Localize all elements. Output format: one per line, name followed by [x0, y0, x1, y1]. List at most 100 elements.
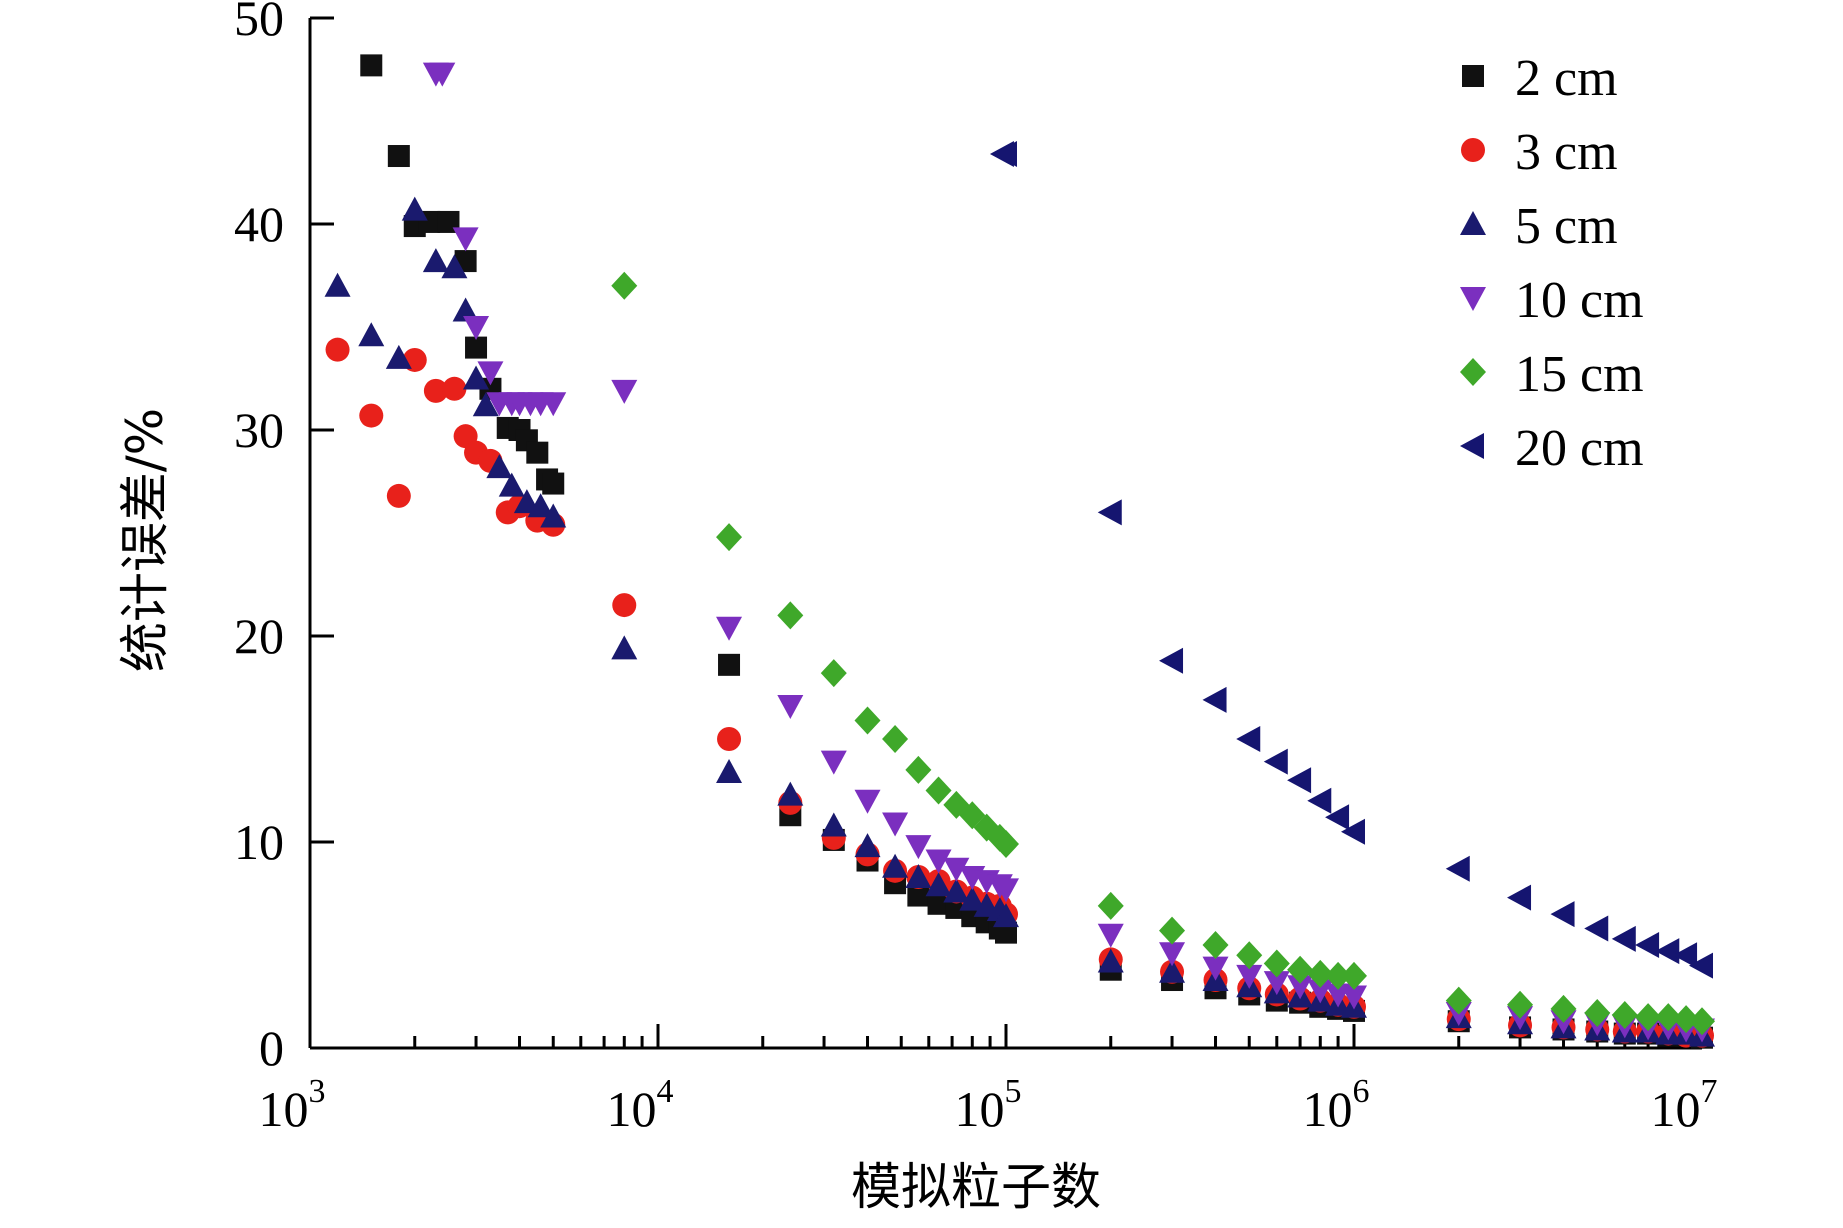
data-point	[1097, 948, 1124, 973]
data-point	[925, 849, 952, 874]
legend-label: 20 cm	[1515, 420, 1644, 477]
data-point	[1550, 994, 1577, 1023]
x-tick-label: 107	[1651, 1073, 1718, 1137]
legend-label: 15 cm	[1515, 346, 1644, 403]
y-tick-label: 30	[234, 402, 284, 458]
data-point	[905, 755, 932, 784]
data-point	[1635, 932, 1660, 958]
legend-item: 15 cm	[1460, 346, 1644, 403]
data-point	[1307, 787, 1332, 814]
x-tick-base: 10	[607, 1081, 657, 1137]
data-point	[1287, 767, 1312, 794]
x-tick-base: 10	[955, 1081, 1005, 1137]
data-point	[993, 878, 1019, 903]
x-tick-exponent: 6	[1353, 1073, 1370, 1110]
data-point	[943, 857, 970, 882]
data-point	[820, 659, 847, 688]
data-point	[717, 727, 742, 751]
data-point	[1263, 949, 1290, 978]
x-tick-label: 104	[607, 1073, 674, 1137]
data-point	[718, 653, 741, 676]
data-point	[1635, 1003, 1662, 1032]
x-tick-base: 10	[1303, 1081, 1353, 1137]
data-point	[385, 344, 412, 369]
legend-label: 3 cm	[1515, 124, 1618, 181]
data-point	[1159, 647, 1184, 674]
data-point	[1202, 931, 1229, 959]
data-point	[1202, 956, 1229, 981]
data-point	[542, 472, 565, 495]
data-point	[1584, 998, 1611, 1027]
data-point	[907, 884, 930, 907]
data-point	[540, 503, 567, 528]
data-point	[423, 378, 448, 403]
data-point	[387, 145, 410, 168]
data-point	[1341, 961, 1367, 990]
data-point	[925, 872, 952, 897]
y-tick-label: 20	[234, 608, 284, 664]
data-point	[1611, 925, 1636, 952]
legend-marker	[1460, 211, 1486, 235]
data-point	[993, 903, 1019, 928]
data-point	[943, 878, 970, 903]
data-point	[429, 62, 456, 87]
x-tick-base: 10	[259, 1081, 309, 1137]
data-point	[1445, 855, 1470, 882]
data-point	[777, 695, 804, 720]
data-point	[993, 140, 1017, 167]
data-point	[777, 601, 804, 630]
x-tick-label: 106	[1303, 1073, 1370, 1137]
data-point	[1202, 686, 1227, 713]
x-tick-exponent: 3	[309, 1073, 326, 1110]
data-point	[882, 725, 909, 753]
data-point	[1689, 1007, 1715, 1036]
x-axis-ticks: 103 104 105 106 107	[259, 1024, 1718, 1137]
y-tick-label: 0	[259, 1020, 284, 1076]
data-point	[486, 454, 513, 479]
data-point	[1307, 959, 1334, 988]
data-point	[1655, 938, 1680, 965]
data-point	[1507, 884, 1532, 911]
data-point	[1263, 971, 1290, 996]
data-point	[611, 271, 638, 300]
data-point	[882, 853, 909, 878]
data-point	[1584, 915, 1609, 942]
data-point	[854, 789, 881, 814]
legend-item: 10 cm	[1460, 272, 1644, 329]
y-tick-label: 10	[234, 814, 284, 870]
data-point	[359, 403, 384, 428]
series-5-cm	[324, 196, 1715, 1047]
data-point	[1097, 891, 1124, 920]
data-point	[386, 483, 411, 508]
data-point	[1673, 942, 1698, 969]
series-2-cm	[360, 54, 1713, 1049]
data-point	[1655, 1003, 1682, 1032]
data-point	[465, 336, 488, 359]
data-point	[463, 316, 490, 340]
data-point	[1611, 1001, 1638, 1030]
y-tick-label: 40	[234, 196, 284, 252]
data-point	[1325, 804, 1350, 831]
x-tick-exponent: 7	[1701, 1073, 1718, 1110]
data-point	[1550, 901, 1575, 928]
legend: 2 cm 3 cm 5 cm 10 cm 15 cm 20 cm	[1460, 50, 1644, 477]
data-point	[882, 812, 909, 837]
data-point	[1673, 1005, 1700, 1034]
data-point	[477, 361, 504, 386]
data-point	[820, 750, 847, 775]
data-point	[463, 365, 490, 390]
x-tick-exponent: 4	[657, 1073, 674, 1110]
data-point	[927, 892, 950, 915]
data-point	[1341, 985, 1367, 1010]
data-point	[820, 812, 847, 837]
data-point	[1236, 726, 1261, 752]
data-point	[1263, 748, 1288, 775]
data-point	[1341, 818, 1365, 845]
data-point	[1287, 955, 1314, 984]
data-point	[472, 392, 499, 417]
data-point	[452, 227, 479, 252]
legend-item: 3 cm	[1461, 124, 1618, 181]
data-point	[324, 272, 351, 297]
